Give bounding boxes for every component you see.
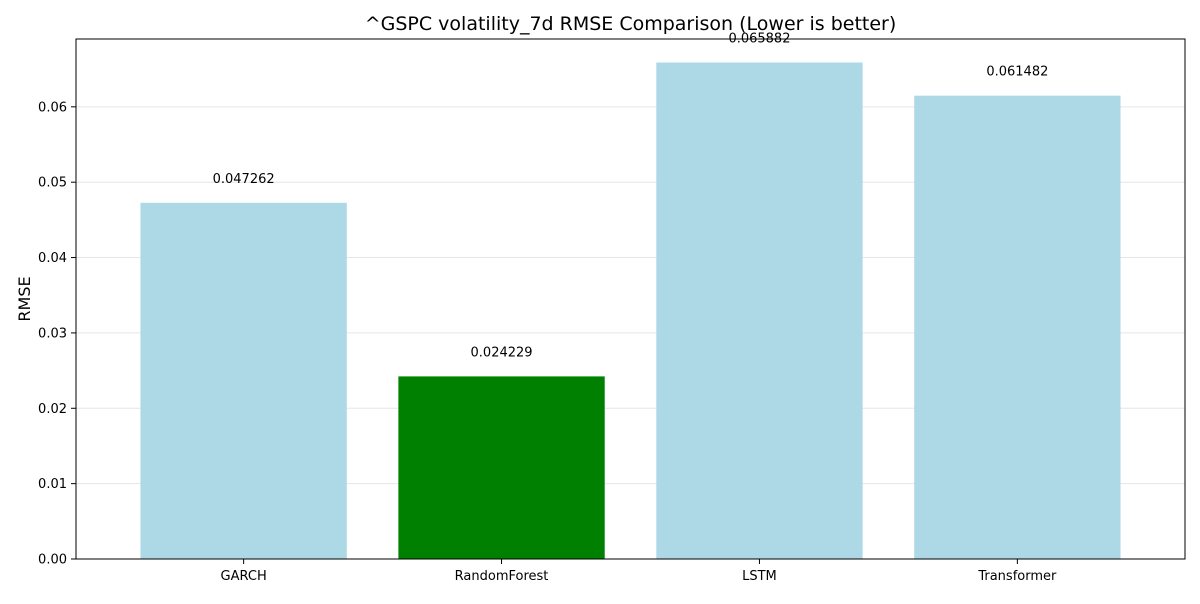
data-labels-layer: 0.047262 0.024229 0.065882 0.061482 — [213, 31, 1049, 360]
plot-frame — [75, 38, 1186, 560]
bars-layer — [140, 62, 1121, 559]
bar-transformer — [914, 95, 1121, 559]
bar-garch — [140, 202, 347, 559]
y-tick-label: 0.03 — [38, 326, 67, 341]
bar-lstm — [656, 62, 863, 559]
data-label: 0.065882 — [728, 31, 790, 46]
y-ticks-layer: 0.00 0.01 0.02 0.03 0.04 0.05 0.06 — [38, 100, 76, 568]
data-label: 0.047262 — [213, 172, 275, 187]
y-tick-label: 0.06 — [38, 100, 67, 115]
x-tick-label: GARCH — [221, 569, 267, 584]
y-tick-label: 0.01 — [38, 477, 67, 492]
y-tick-label: 0.04 — [38, 251, 67, 266]
bar-randomforest — [398, 376, 605, 559]
chart-title: ^GSPC volatility_7d RMSE Comparison (Low… — [365, 13, 897, 35]
data-label: 0.061482 — [986, 65, 1048, 80]
y-tick-label: 0.00 — [38, 553, 67, 568]
x-tick-label: RandomForest — [455, 569, 549, 584]
x-tick-label: Transformer — [977, 569, 1057, 584]
data-label: 0.024229 — [471, 345, 533, 360]
y-axis-label: RMSE — [15, 276, 34, 321]
axes-layer — [75, 38, 1186, 560]
x-ticks-layer: GARCH RandomForest LSTM Transformer — [221, 559, 1057, 584]
x-tick-label: LSTM — [742, 569, 777, 584]
y-tick-label: 0.02 — [38, 402, 67, 417]
y-tick-label: 0.05 — [38, 176, 67, 191]
